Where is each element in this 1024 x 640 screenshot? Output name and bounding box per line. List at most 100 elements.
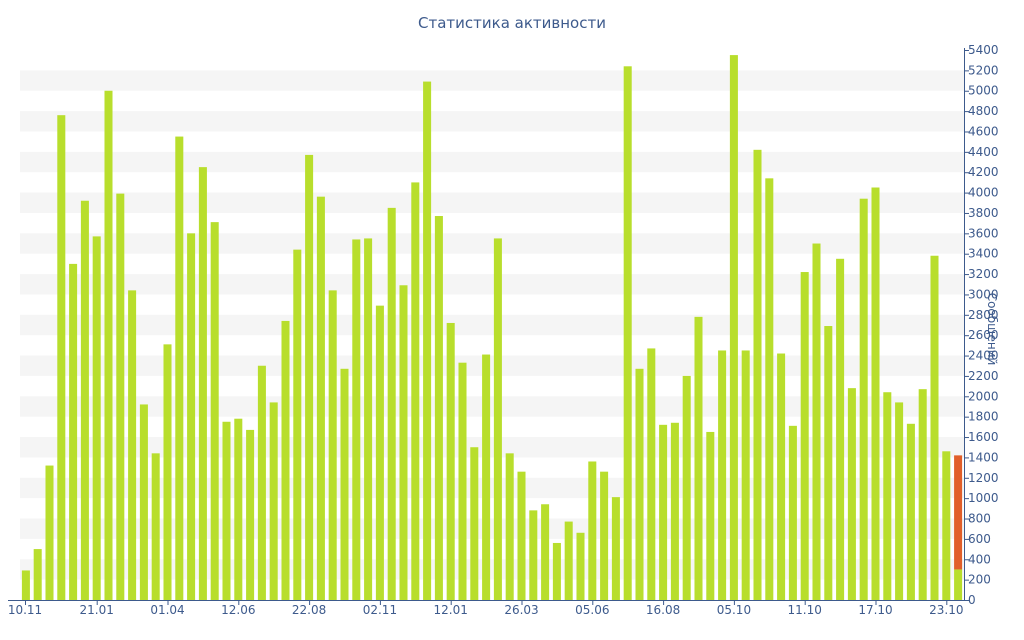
- x-tick-label: 02.11: [363, 603, 397, 617]
- bar[interactable]: [281, 320, 290, 600]
- bar[interactable]: [446, 322, 455, 600]
- bar[interactable]: [210, 222, 219, 600]
- bar[interactable]: [552, 542, 561, 600]
- x-tick-label: 16.08: [646, 603, 680, 617]
- bar[interactable]: [765, 178, 774, 601]
- bar[interactable]: [706, 431, 715, 600]
- grid-band: [20, 559, 964, 580]
- bar[interactable]: [92, 236, 101, 600]
- bar[interactable]: [824, 326, 833, 600]
- bar[interactable]: [45, 465, 54, 600]
- bar[interactable]: [116, 193, 125, 600]
- bar[interactable]: [423, 81, 432, 600]
- bar[interactable]: [576, 532, 585, 600]
- bar[interactable]: [411, 182, 420, 600]
- bar[interactable]: [257, 365, 266, 600]
- bar[interactable]: [399, 285, 408, 600]
- bar[interactable]: [647, 348, 656, 600]
- y-tick-label: 2600: [968, 328, 999, 342]
- y-tick-label: 1000: [968, 491, 999, 505]
- bar[interactable]: [777, 353, 786, 600]
- bar[interactable]: [316, 196, 325, 600]
- bar[interactable]: [517, 471, 526, 600]
- bar[interactable]: [753, 149, 762, 600]
- bar[interactable]: [234, 418, 243, 600]
- bar[interactable]: [930, 255, 939, 601]
- bar[interactable]: [222, 421, 231, 600]
- bar[interactable]: [623, 66, 632, 601]
- bar[interactable]: [906, 423, 915, 600]
- bar[interactable]: [588, 461, 597, 600]
- bar[interactable]: [128, 290, 137, 600]
- bar[interactable]: [859, 198, 868, 600]
- bar[interactable]: [305, 154, 314, 600]
- bar[interactable]: [458, 362, 467, 600]
- bar[interactable]: [293, 249, 302, 600]
- bar[interactable]: [847, 388, 856, 600]
- bar[interactable]: [635, 368, 644, 600]
- bar[interactable]: [954, 569, 963, 600]
- bar[interactable]: [800, 272, 809, 600]
- bar[interactable]: [340, 368, 349, 600]
- bar[interactable]: [729, 55, 738, 601]
- bar[interactable]: [670, 422, 679, 600]
- y-tick-label: 5000: [968, 84, 999, 98]
- y-tick-label: 800: [968, 512, 991, 526]
- bar[interactable]: [895, 402, 904, 600]
- bar[interactable]: [104, 90, 113, 601]
- bar[interactable]: [187, 233, 196, 601]
- y-tick-label: 3400: [968, 247, 999, 261]
- bar[interactable]: [718, 350, 727, 600]
- bar[interactable]: [788, 425, 797, 600]
- bar[interactable]: [198, 167, 207, 600]
- bar[interactable]: [57, 115, 66, 601]
- bar[interactable]: [328, 290, 337, 600]
- bar[interactable]: [682, 375, 691, 600]
- bar[interactable]: [836, 258, 845, 600]
- bar[interactable]: [529, 510, 538, 600]
- bar[interactable]: [505, 453, 514, 600]
- y-tick-label: 0: [968, 593, 976, 607]
- grid-band: [20, 111, 964, 132]
- y-tick-label: 400: [968, 552, 991, 566]
- grid-band: [20, 477, 964, 499]
- bar[interactable]: [364, 238, 373, 601]
- bar[interactable]: [493, 238, 502, 601]
- y-tick-label: 1400: [968, 450, 999, 464]
- bar[interactable]: [375, 305, 384, 600]
- y-tick-label: 2200: [968, 369, 999, 383]
- bar[interactable]: [175, 136, 184, 600]
- bar[interactable]: [694, 316, 703, 600]
- bar[interactable]: [69, 263, 78, 600]
- bar[interactable]: [80, 200, 89, 601]
- x-tick-label: 05.06: [575, 603, 609, 617]
- bar[interactable]: [470, 447, 479, 600]
- bar[interactable]: [246, 429, 255, 600]
- bar[interactable]: [151, 453, 160, 600]
- bar[interactable]: [352, 239, 361, 600]
- bar[interactable]: [434, 216, 443, 600]
- bar[interactable]: [812, 243, 821, 600]
- bar[interactable]: [942, 451, 951, 600]
- bar[interactable]: [387, 207, 396, 601]
- bar[interactable]: [564, 521, 573, 600]
- bar[interactable]: [611, 497, 620, 600]
- bar[interactable]: [659, 424, 668, 600]
- bar-highlight-segment[interactable]: [954, 455, 963, 570]
- bar[interactable]: [33, 549, 42, 600]
- bar[interactable]: [600, 471, 609, 600]
- bar[interactable]: [883, 392, 892, 600]
- y-tick-label: 3200: [968, 267, 999, 281]
- grid-band: [20, 274, 964, 295]
- bar[interactable]: [541, 504, 550, 600]
- bar[interactable]: [21, 570, 30, 600]
- bar[interactable]: [482, 354, 491, 600]
- bar[interactable]: [139, 404, 148, 600]
- bar[interactable]: [163, 344, 172, 600]
- bar[interactable]: [871, 187, 880, 601]
- bar[interactable]: [918, 389, 927, 600]
- y-tick-label: 200: [968, 573, 991, 587]
- bar[interactable]: [269, 402, 278, 600]
- bar[interactable]: [741, 350, 750, 600]
